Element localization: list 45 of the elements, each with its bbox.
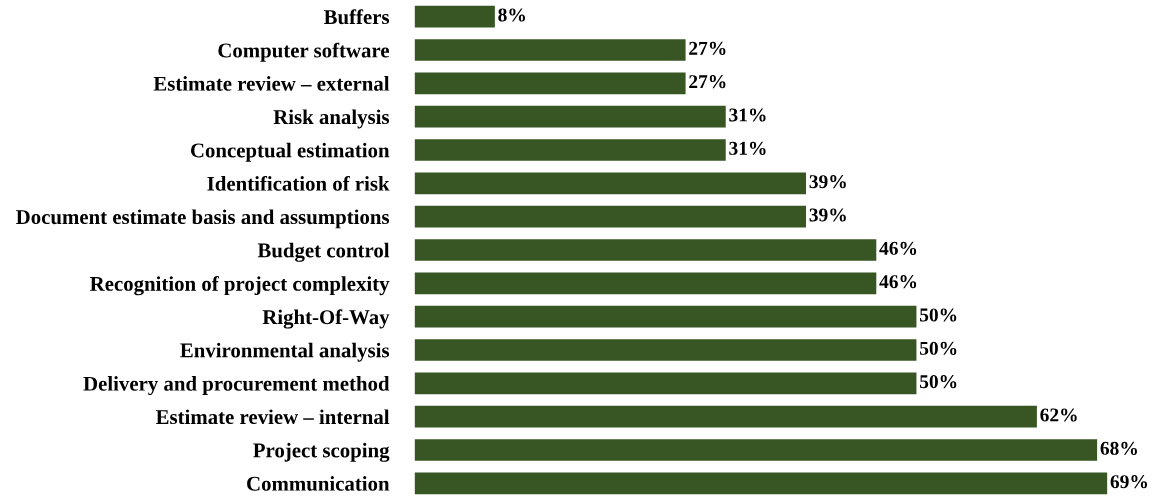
bar xyxy=(414,39,686,61)
y-tick-label: Budget control xyxy=(257,242,390,262)
bar xyxy=(414,139,726,161)
bar xyxy=(414,439,1098,461)
bar xyxy=(414,5,495,28)
bar xyxy=(414,105,726,128)
bar xyxy=(414,72,686,95)
y-tick-label: Communication xyxy=(247,476,390,491)
data-label: 39% xyxy=(809,175,846,189)
bar xyxy=(414,372,917,395)
data-label: 27% xyxy=(689,75,726,89)
y-tick-label: Buffers xyxy=(323,9,390,25)
data-label: 31% xyxy=(729,141,766,155)
data-label: 39% xyxy=(809,208,846,222)
bar xyxy=(414,472,1108,495)
y-tick-label: Estimate review – internal xyxy=(155,409,390,425)
data-label: 46% xyxy=(879,241,917,255)
data-label: 50% xyxy=(920,308,957,322)
data-label: 68% xyxy=(1100,441,1137,455)
y-tick-label: Conceptual estimation xyxy=(190,142,390,162)
bar xyxy=(414,239,877,261)
y-tick-label: Identification of risk xyxy=(207,175,390,191)
data-label: 8% xyxy=(498,8,525,22)
data-label: 50% xyxy=(920,375,957,389)
bar xyxy=(414,405,1037,428)
y-tick-label: Delivery and procurement method xyxy=(83,376,390,396)
y-tick-label: Estimate review – external xyxy=(153,76,390,91)
y-tick-label: Project scoping xyxy=(253,442,390,462)
y-tick-label: Computer software xyxy=(218,42,390,62)
bar xyxy=(414,205,807,228)
data-label: 69% xyxy=(1110,475,1147,489)
bar xyxy=(414,339,917,361)
bar xyxy=(414,272,877,295)
y-tick-label: Recognition of project complexity xyxy=(90,276,390,296)
data-label: 62% xyxy=(1040,408,1077,422)
y-tick-label: Right-Of-Way xyxy=(262,309,390,329)
y-tick-label: Risk analysis xyxy=(273,109,390,129)
data-label: 27% xyxy=(689,41,726,55)
data-label: 31% xyxy=(729,108,766,122)
data-label: 50% xyxy=(920,341,957,355)
bar xyxy=(414,305,917,328)
y-tick-label: Document estimate basis and assumptions xyxy=(16,209,390,229)
y-tick-label: Environmental analysis xyxy=(180,342,390,362)
bar xyxy=(414,172,807,195)
data-label: 46% xyxy=(879,275,917,289)
